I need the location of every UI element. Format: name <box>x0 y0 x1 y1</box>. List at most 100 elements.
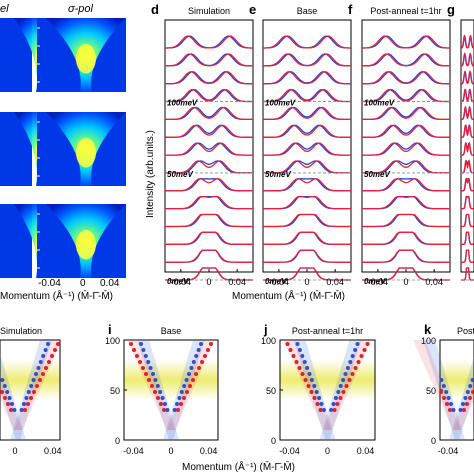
y-tick-label: 0 <box>271 436 276 446</box>
red-point <box>347 378 352 382</box>
red-point <box>47 360 51 364</box>
x-tick-label: 0.04 <box>200 446 218 456</box>
blue-point <box>333 396 338 400</box>
energy-label: 50meV <box>364 170 390 179</box>
blue-point <box>158 390 163 394</box>
blue-curve <box>165 142 253 156</box>
x-tick-label: 0.04 <box>44 446 62 456</box>
blue-curve <box>461 267 474 281</box>
red-point <box>141 366 145 370</box>
red-point <box>365 342 370 346</box>
red-point <box>448 408 452 412</box>
red-point <box>359 354 364 358</box>
blue-point <box>194 354 199 358</box>
red-point <box>3 396 7 400</box>
red-curve <box>263 267 351 281</box>
red-curve <box>461 35 474 49</box>
blue-point <box>184 378 189 382</box>
red-curve <box>461 213 474 228</box>
red-curve <box>362 142 450 156</box>
x-tick-label: -0.04 <box>269 277 290 287</box>
blue-curve <box>461 213 474 228</box>
red-curve <box>461 177 474 192</box>
red-point <box>203 354 207 358</box>
x-tick-label: 0 <box>168 446 173 456</box>
y-tick-label: 100 <box>421 336 436 346</box>
x-tick-label: -0.04 <box>171 277 192 287</box>
heatmap-3-2 <box>37 204 126 278</box>
blue-point <box>451 408 456 412</box>
red-curve <box>362 249 450 263</box>
blue-point <box>160 396 165 400</box>
x-tick-label: 0 <box>12 446 17 456</box>
red-curve <box>165 213 253 228</box>
blue-point <box>300 354 305 358</box>
red-curve <box>461 124 474 138</box>
blue-point <box>177 396 182 400</box>
panel-letter-e: e <box>249 2 256 17</box>
red-curve <box>165 195 253 210</box>
blue-point <box>295 342 300 346</box>
red-curve <box>165 267 253 281</box>
panel-title: Simulation <box>0 326 42 336</box>
blue-curve <box>461 231 474 245</box>
waterfall-panel-g: g <box>447 2 474 281</box>
panel-frame <box>262 19 352 273</box>
red-point <box>439 390 443 394</box>
blue-point <box>34 372 38 376</box>
red-point <box>206 348 210 352</box>
x-tick-label: -0.04 <box>279 446 300 456</box>
red-point <box>26 402 30 406</box>
red-point <box>200 360 204 364</box>
blue-point <box>7 396 12 400</box>
blue-point <box>151 372 155 376</box>
waterfall-y-label: Intensity (arb.units.) <box>145 130 156 218</box>
red-point <box>0 390 4 394</box>
red-curve <box>461 52 474 67</box>
blue-curve <box>263 231 351 245</box>
red-curve <box>263 213 351 228</box>
blue-curve <box>165 213 253 228</box>
blue-point <box>163 402 167 406</box>
panel-title: Post-anneal t=1hr <box>292 326 363 336</box>
blue-point <box>189 366 194 370</box>
blue-point <box>196 348 201 352</box>
red-curve <box>362 231 450 245</box>
blue-point <box>343 372 348 376</box>
blue-point <box>307 372 312 376</box>
heatmap-hotspot <box>75 137 96 168</box>
blue-point <box>336 390 341 394</box>
red-point <box>188 384 192 388</box>
red-point <box>312 396 317 400</box>
blue-point <box>463 396 468 400</box>
red-point <box>32 390 36 394</box>
blue-point <box>29 384 34 388</box>
blue-point <box>355 342 360 346</box>
red-point <box>185 390 189 394</box>
red-point <box>344 384 349 388</box>
heatmap-x-axis-label: Momentum (Å⁻¹) (M̄-Γ̄-M̄) <box>0 289 113 302</box>
red-point <box>153 390 157 394</box>
blue-curve <box>362 142 450 156</box>
red-curve <box>461 231 474 245</box>
red-point <box>159 402 163 406</box>
blue-curve <box>165 249 253 263</box>
red-point <box>309 390 314 394</box>
red-curve <box>362 71 450 85</box>
red-point <box>300 372 305 376</box>
red-curve <box>263 160 351 174</box>
blue-point <box>22 402 26 406</box>
red-point <box>132 348 136 352</box>
blue-curve <box>362 213 450 228</box>
y-tick-label: 50 <box>110 386 120 396</box>
blue-curve <box>362 88 450 103</box>
energy-label: 100meV <box>265 99 296 108</box>
blue-curve <box>165 88 253 103</box>
blue-point <box>309 378 314 382</box>
blue-curve <box>362 249 450 263</box>
blue-shade <box>137 340 179 440</box>
blue-point <box>458 408 463 412</box>
blue-point <box>350 354 355 358</box>
energy-label: 50meV <box>167 170 193 179</box>
